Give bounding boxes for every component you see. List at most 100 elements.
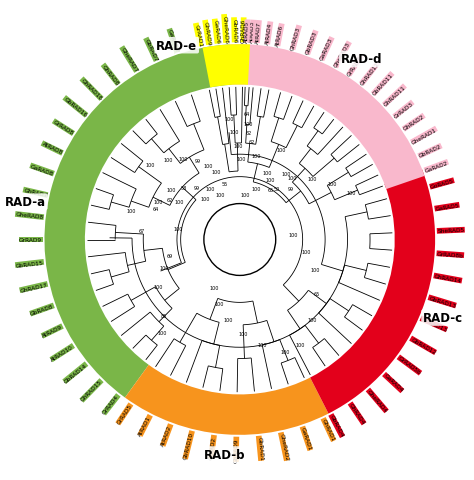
Text: 100: 100 <box>328 182 337 187</box>
Text: 100: 100 <box>310 268 319 273</box>
Text: GaRAD6: GaRAD6 <box>212 20 220 44</box>
Text: 100: 100 <box>257 343 267 348</box>
Text: 100: 100 <box>174 200 183 204</box>
Text: 100: 100 <box>241 193 250 198</box>
Text: SheRAD5: SheRAD5 <box>437 228 465 234</box>
Text: 100: 100 <box>234 144 243 148</box>
Text: AtRAD6: AtRAD6 <box>275 24 284 47</box>
Text: GhRAD2: GhRAD2 <box>402 114 425 132</box>
Text: 100: 100 <box>237 157 246 162</box>
Text: GheRAD1: GheRAD1 <box>410 127 438 145</box>
Text: 50: 50 <box>273 187 280 192</box>
Text: 100: 100 <box>301 249 311 254</box>
Text: AtRAD10: AtRAD10 <box>50 344 74 362</box>
Wedge shape <box>229 45 425 190</box>
Text: 67: 67 <box>138 229 145 234</box>
Text: 55: 55 <box>221 181 228 186</box>
Text: 100: 100 <box>262 171 272 176</box>
Text: 100: 100 <box>203 163 213 168</box>
Text: 100: 100 <box>224 317 233 323</box>
Text: 100: 100 <box>346 190 356 195</box>
Text: 58: 58 <box>181 186 187 191</box>
Text: GhRAD12: GhRAD12 <box>359 61 381 86</box>
Text: GrRAD1: GrRAD1 <box>193 24 203 48</box>
Text: GrRAD2: GrRAD2 <box>209 435 217 459</box>
Text: 99: 99 <box>288 187 293 192</box>
Text: 100: 100 <box>159 265 169 270</box>
Text: GrRAD7: GrRAD7 <box>347 55 364 77</box>
Text: GoRAD5: GoRAD5 <box>429 179 455 190</box>
Text: 100: 100 <box>214 301 224 306</box>
Text: GheRAD8: GheRAD8 <box>15 212 44 220</box>
Text: GrRAD4: GrRAD4 <box>102 394 120 415</box>
Text: 100: 100 <box>238 332 248 336</box>
Text: 62: 62 <box>167 197 173 202</box>
Text: GhRAD14: GhRAD14 <box>434 274 462 284</box>
Text: GaRAD5: GaRAD5 <box>435 203 459 212</box>
Text: RAD-e: RAD-e <box>156 39 197 53</box>
Text: 100: 100 <box>251 154 261 159</box>
Text: GhRAD15: GhRAD15 <box>80 379 103 402</box>
Text: GheRAD2: GheRAD2 <box>278 432 289 461</box>
Text: GbRAD6: GbRAD6 <box>231 19 237 43</box>
Text: GbRAD2: GbRAD2 <box>418 144 442 159</box>
Text: RAD-b: RAD-b <box>204 448 246 461</box>
Text: GhRAD8: GhRAD8 <box>101 64 120 86</box>
Text: GrRAD8: GrRAD8 <box>52 120 74 136</box>
Text: GaRAD4: GaRAD4 <box>383 372 404 393</box>
Text: 100: 100 <box>127 208 136 214</box>
Text: 100: 100 <box>212 170 221 175</box>
Text: GrRAD8b: GrRAD8b <box>437 251 464 258</box>
Text: 100: 100 <box>178 157 188 162</box>
Text: 99: 99 <box>193 186 200 191</box>
Text: GhRAD6: GhRAD6 <box>241 19 246 43</box>
Text: AtRAD3: AtRAD3 <box>249 21 255 43</box>
Text: AtRAD2: AtRAD2 <box>161 424 173 446</box>
Text: GaRAD7: GaRAD7 <box>167 29 180 54</box>
Text: 100: 100 <box>154 285 163 289</box>
Wedge shape <box>125 365 328 435</box>
Text: 100: 100 <box>215 192 224 197</box>
Text: GbRAD11: GbRAD11 <box>372 72 394 96</box>
Text: GhRAD4: GhRAD4 <box>348 402 366 425</box>
Text: GhRAD13: GhRAD13 <box>420 316 447 332</box>
Text: 100: 100 <box>266 178 275 182</box>
Text: GbRAD15: GbRAD15 <box>15 260 44 268</box>
Text: AtRAD8: AtRAD8 <box>41 142 64 156</box>
Text: RAD-c: RAD-c <box>423 312 463 324</box>
Text: 100: 100 <box>146 163 155 168</box>
Text: 100: 100 <box>206 187 215 192</box>
Wedge shape <box>310 170 435 414</box>
Text: AtRAD7: AtRAD7 <box>255 21 262 44</box>
Text: GbRAD1: GbRAD1 <box>256 436 264 461</box>
Text: 69: 69 <box>167 253 173 259</box>
Text: 100: 100 <box>289 233 298 238</box>
Text: 100: 100 <box>210 285 219 290</box>
Text: GaRAD2: GaRAD2 <box>424 160 448 173</box>
Text: GhRAD3: GhRAD3 <box>290 26 301 51</box>
Text: GheRAD4: GheRAD4 <box>366 388 388 413</box>
Wedge shape <box>202 45 250 88</box>
Text: 100: 100 <box>154 200 163 204</box>
Text: GhRAD9: GhRAD9 <box>202 21 211 46</box>
Text: 100: 100 <box>229 130 239 135</box>
Text: AtRAD4: AtRAD4 <box>265 23 273 45</box>
Text: GrRAD5: GrRAD5 <box>116 403 133 425</box>
Text: 100: 100 <box>252 186 261 192</box>
Text: AtRAD9: AtRAD9 <box>41 324 64 338</box>
Wedge shape <box>45 45 232 398</box>
Text: GhRAD1: GhRAD1 <box>321 418 336 442</box>
Text: 100: 100 <box>307 317 317 323</box>
Text: GbRAD12: GbRAD12 <box>410 336 437 355</box>
Text: 100: 100 <box>307 177 317 182</box>
Text: 100: 100 <box>166 188 175 192</box>
Text: GheRAD3: GheRAD3 <box>333 42 351 69</box>
Text: 100: 100 <box>287 176 296 180</box>
Text: 100: 100 <box>296 342 305 347</box>
Text: 100: 100 <box>157 330 166 335</box>
Text: 65: 65 <box>314 291 320 297</box>
Text: 100: 100 <box>243 121 253 126</box>
Text: 100: 100 <box>201 196 210 201</box>
Text: GbRAD8: GbRAD8 <box>29 303 55 316</box>
Text: GaRAD3: GaRAD3 <box>319 37 334 61</box>
